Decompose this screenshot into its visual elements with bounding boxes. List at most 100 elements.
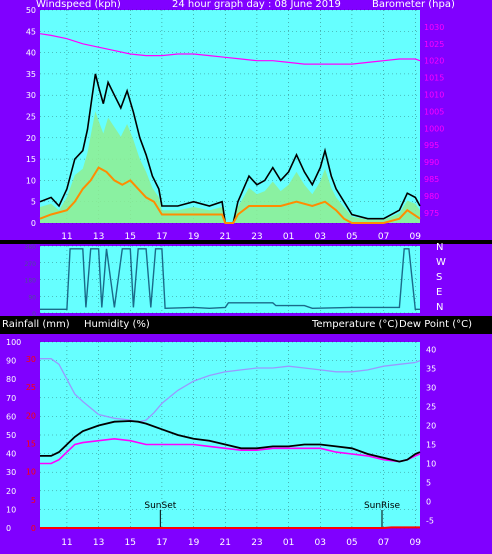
compass-label: S bbox=[436, 272, 442, 283]
chart-title: 24 hour graph day : 08 June 2019 bbox=[172, 0, 341, 10]
baro-ytick-label: 1000 bbox=[424, 124, 444, 133]
temp-xtick-label: 21 bbox=[220, 538, 231, 548]
temp-ytick-label: 40 bbox=[426, 346, 436, 355]
wind-ytick-label: 20 bbox=[26, 134, 36, 143]
axis-layer: 0510152025303540455097598098599099510001… bbox=[6, 6, 446, 548]
wind-xtick-label: 21 bbox=[220, 232, 231, 242]
temp-ytick-label: 30 bbox=[426, 384, 436, 393]
humidity-ytick-label: 90 bbox=[6, 357, 16, 366]
wind-xtick-label: 15 bbox=[125, 232, 136, 242]
rainfall-line bbox=[40, 526, 420, 529]
baro-ytick-label: 1010 bbox=[424, 91, 444, 100]
humidity-ytick-label: 30 bbox=[6, 468, 16, 477]
wind-fill-area bbox=[40, 111, 420, 223]
baro-ytick-label: 1025 bbox=[424, 40, 444, 49]
baro-ytick-label: 1015 bbox=[424, 74, 444, 83]
baro-ytick-label: 975 bbox=[424, 209, 439, 218]
wind-ytick-label: 25 bbox=[26, 113, 36, 122]
sun-marker-label: SunSet bbox=[144, 501, 176, 511]
dir-ytick-label: 0 bbox=[32, 311, 36, 318]
temp-xtick-label: 17 bbox=[156, 538, 167, 548]
dir-ytick-label: 90 bbox=[28, 294, 36, 301]
temperature-line bbox=[40, 420, 421, 463]
wind-xtick-label: 05 bbox=[346, 232, 357, 242]
wind-ytick-label: 30 bbox=[26, 91, 36, 100]
grid-layer bbox=[40, 9, 420, 529]
temp-ytick-label: 10 bbox=[426, 459, 436, 468]
barometer-axis-title: Barometer (hpa) bbox=[372, 0, 455, 10]
dir-ytick-label: 180 bbox=[25, 278, 37, 285]
avg-wind-line bbox=[39, 166, 421, 224]
wind-xtick-label: 19 bbox=[188, 232, 200, 242]
humidity-ytick-label: 60 bbox=[6, 412, 16, 421]
temp-xtick-label: 03 bbox=[315, 538, 326, 548]
wind-ytick-label: 0 bbox=[31, 219, 36, 228]
temp-ytick-label: -5 bbox=[426, 516, 434, 525]
compass-label: E bbox=[436, 287, 442, 298]
temp-ytick-label: 25 bbox=[426, 403, 436, 412]
temp-ytick-label: 20 bbox=[426, 422, 436, 431]
wind-xtick-label: 09 bbox=[410, 232, 422, 242]
temp-ytick-label: 35 bbox=[426, 365, 436, 374]
rain-ytick-label: 10 bbox=[26, 468, 36, 477]
humidity-ytick-label: 0 bbox=[6, 524, 11, 533]
humidity-ytick-label: 20 bbox=[6, 487, 16, 496]
humidity-ytick-label: 50 bbox=[6, 431, 16, 440]
wind-xtick-label: 07 bbox=[378, 232, 389, 242]
dewpoint-axis-title: Dew Point (°C) bbox=[399, 319, 473, 330]
wind-xtick-label: 17 bbox=[156, 232, 167, 242]
separator-1 bbox=[0, 240, 492, 244]
temp-xtick-label: 23 bbox=[251, 538, 262, 548]
sun-marker-label: SunRise bbox=[364, 501, 401, 511]
series-layer bbox=[39, 33, 421, 529]
wind-direction-line bbox=[40, 248, 420, 310]
rain-ytick-label: 15 bbox=[26, 439, 36, 448]
rain-ytick-label: 25 bbox=[26, 383, 36, 392]
humidity-line bbox=[40, 358, 421, 423]
humidity-ytick-label: 10 bbox=[6, 505, 16, 514]
baro-ytick-label: 985 bbox=[424, 175, 439, 184]
temp-xtick-label: 05 bbox=[346, 538, 357, 548]
gust-line bbox=[39, 73, 421, 224]
compass-label: N bbox=[436, 302, 443, 313]
humidity-axis-title: Humidity (%) bbox=[84, 319, 150, 330]
temp-ytick-label: 0 bbox=[426, 497, 431, 506]
wind-xtick-label: 23 bbox=[251, 232, 262, 242]
temp-ytick-label: 15 bbox=[426, 440, 436, 449]
humidity-ytick-label: 40 bbox=[6, 450, 16, 459]
temp-xtick-label: 09 bbox=[410, 538, 422, 548]
barometer-line bbox=[39, 33, 421, 65]
temp-xtick-label: 19 bbox=[188, 538, 200, 548]
wind-ytick-label: 50 bbox=[26, 6, 36, 15]
baro-ytick-label: 980 bbox=[424, 192, 439, 201]
temperature-axis-title: Temperature (°C) bbox=[312, 319, 399, 330]
wind-ytick-label: 5 bbox=[31, 198, 36, 207]
wind-ytick-label: 35 bbox=[26, 70, 36, 79]
rain-ytick-label: 0 bbox=[31, 524, 36, 533]
baro-ytick-label: 1030 bbox=[424, 23, 444, 32]
wind-xtick-label: 11 bbox=[61, 232, 72, 242]
temp-xtick-label: 11 bbox=[61, 538, 72, 548]
baro-ytick-label: 990 bbox=[424, 158, 439, 167]
humidity-ytick-label: 70 bbox=[6, 394, 16, 403]
baro-ytick-label: 1005 bbox=[424, 107, 444, 116]
temp-ytick-label: 5 bbox=[426, 478, 431, 487]
rainfall-axis-title: Rainfall (mm) bbox=[2, 319, 70, 330]
wind-xtick-label: 01 bbox=[283, 232, 294, 242]
wind-xtick-label: 13 bbox=[93, 232, 104, 242]
rain-ytick-label: 30 bbox=[26, 355, 36, 364]
dir-ytick-label: 270 bbox=[25, 261, 37, 268]
wind-ytick-label: 10 bbox=[26, 176, 36, 185]
temp-xtick-label: 15 bbox=[125, 538, 136, 548]
baro-ytick-label: 1020 bbox=[424, 57, 444, 66]
wind-ytick-label: 40 bbox=[26, 49, 36, 58]
windspeed-axis-title: Windspeed (kph) bbox=[36, 0, 121, 10]
baro-ytick-label: 995 bbox=[424, 141, 439, 150]
dewpoint-line bbox=[40, 437, 421, 465]
wind-xtick-label: 03 bbox=[315, 232, 326, 242]
compass-label: W bbox=[436, 257, 446, 268]
temp-xtick-label: 07 bbox=[378, 538, 389, 548]
rain-ytick-label: 20 bbox=[26, 411, 36, 420]
compass-label: N bbox=[436, 242, 443, 253]
